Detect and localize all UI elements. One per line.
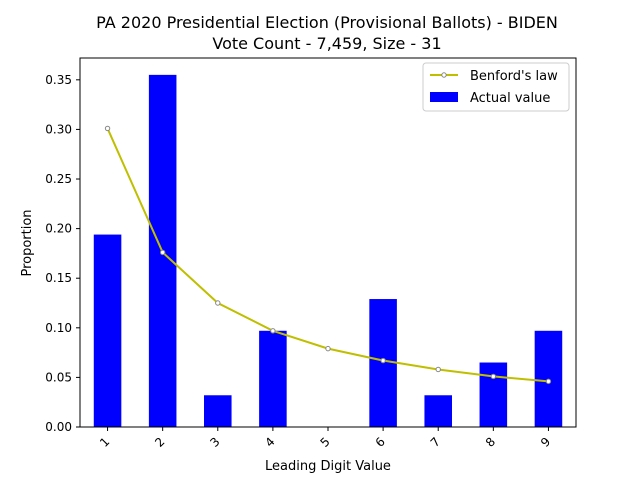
legend: Benford's law Actual value — [422, 62, 570, 112]
legend-frame — [422, 62, 570, 112]
x-tick-label-9: 9 — [538, 435, 553, 450]
benford-point-5 — [325, 345, 331, 352]
y-tick-label: 0.10 — [45, 321, 72, 335]
benford-point-4 — [270, 328, 276, 334]
x-tick-label-7: 7 — [428, 435, 443, 450]
y-axis: 0.00 0.05 0.10 0.15 0.20 0.25 0.30 0.35 — [45, 73, 80, 434]
y-tick-label: 0.35 — [45, 73, 72, 87]
y-tick-label: 0.25 — [45, 172, 72, 186]
bar-digit-3 — [204, 395, 232, 427]
bar-digit-1 — [93, 234, 122, 427]
benford-point-9 — [545, 378, 552, 385]
legend-label-actual: Actual value — [470, 91, 550, 106]
y-tick-label: 0.20 — [45, 222, 72, 236]
bar-digit-7 — [424, 395, 452, 427]
y-tick-label: 0.05 — [45, 370, 72, 384]
benford-point-2 — [159, 249, 166, 256]
benford-point-6 — [380, 357, 386, 364]
x-tick-label-2: 2 — [152, 435, 167, 450]
y-axis-label: Proportion — [20, 209, 35, 276]
benford-point-1 — [104, 125, 111, 132]
x-axis-label: Leading Digit Value — [265, 459, 391, 474]
y-tick-label: 0.30 — [45, 122, 72, 136]
legend-line-marker — [441, 72, 447, 78]
chart-title-line2: Vote Count - 7,459, Size - 31 — [212, 34, 441, 53]
y-tick-label: 0.00 — [45, 420, 72, 434]
x-tick-label-4: 4 — [262, 435, 277, 450]
x-tick-label-6: 6 — [373, 435, 388, 450]
benford-point-7 — [435, 366, 441, 373]
benford-point-3 — [215, 300, 221, 306]
legend-bar-swatch — [430, 92, 458, 102]
x-tick-label-3: 3 — [207, 435, 222, 450]
x-tick-label-8: 8 — [483, 435, 498, 450]
x-tick-label-1: 1 — [97, 435, 112, 450]
bar-digit-4 — [259, 330, 287, 427]
plot-frame — [79, 57, 577, 428]
x-tick-label-5: 5 — [318, 435, 333, 450]
chart-title-line1: PA 2020 Presidential Election (Provision… — [96, 13, 558, 32]
legend-label-benford: Benford's law — [470, 69, 558, 84]
bar-digit-8 — [479, 362, 508, 427]
benford-point-8 — [490, 373, 497, 380]
x-axis: 1 2 3 4 5 6 7 8 9 — [97, 427, 553, 450]
benford-line-group — [104, 125, 552, 385]
y-tick-label: 0.15 — [45, 271, 72, 285]
